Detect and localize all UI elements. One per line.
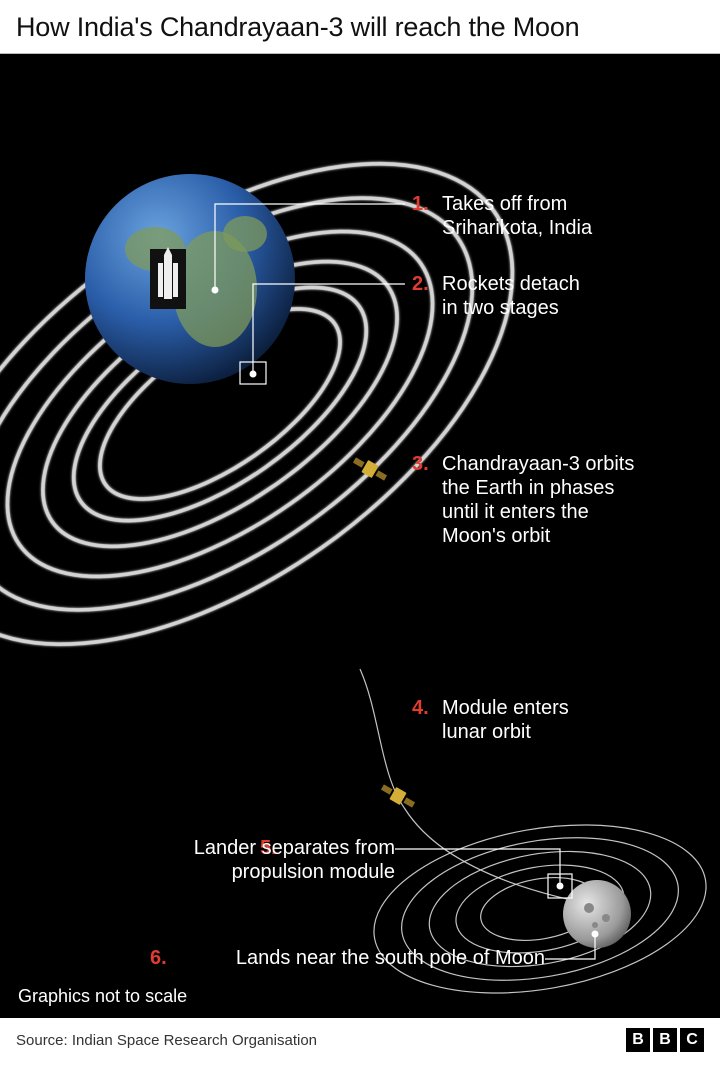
svg-text:Moon's orbit: Moon's orbit bbox=[442, 525, 551, 547]
title-bar: How India's Chandrayaan-3 will reach the… bbox=[0, 0, 720, 54]
bbc-logo-letter: B bbox=[626, 1028, 650, 1052]
svg-text:the Earth in phases: the Earth in phases bbox=[442, 477, 614, 499]
svg-text:Lander separates from: Lander separates from bbox=[194, 837, 395, 859]
svg-text:6.: 6. bbox=[150, 947, 167, 969]
diagram-canvas: 1. Takes off fromSriharikota, India 2. Rock… bbox=[0, 54, 720, 1018]
svg-text:Chandrayaan-3 orbits: Chandrayaan-3 orbits bbox=[442, 453, 634, 475]
svg-text:Module enters: Module enters bbox=[442, 697, 569, 719]
svg-text:Sriharikota, India: Sriharikota, India bbox=[442, 217, 593, 239]
svg-text:2.: 2. bbox=[412, 273, 429, 295]
svg-text:lunar orbit: lunar orbit bbox=[442, 721, 531, 743]
svg-text:in two stages: in two stages bbox=[442, 297, 559, 319]
spacecraft-icon bbox=[379, 781, 417, 811]
svg-text:Takes off from: Takes off from bbox=[442, 193, 567, 215]
bbc-logo-letter: C bbox=[680, 1028, 704, 1052]
bbc-logo-letter: B bbox=[653, 1028, 677, 1052]
source-text: Source: Indian Space Research Organisati… bbox=[16, 1032, 317, 1049]
svg-text:3.: 3. bbox=[412, 453, 429, 475]
footer: Source: Indian Space Research Organisati… bbox=[0, 1018, 720, 1062]
page-title: How India's Chandrayaan-3 will reach the… bbox=[16, 12, 704, 43]
scale-note: Graphics not to scale bbox=[18, 986, 187, 1006]
svg-text:Rockets detach: Rockets detach bbox=[442, 273, 580, 295]
trajectory-diagram: 1. Takes off fromSriharikota, India 2. Rock… bbox=[0, 54, 720, 1018]
moon-icon bbox=[563, 880, 631, 948]
svg-text:1.: 1. bbox=[412, 193, 429, 215]
bbc-logo: B B C bbox=[626, 1028, 704, 1052]
rocket-icon bbox=[150, 247, 186, 309]
svg-text:Lands near the south pole of M: Lands near the south pole of Moon bbox=[236, 947, 545, 969]
earth-icon bbox=[85, 174, 295, 384]
svg-text:until it enters the: until it enters the bbox=[442, 501, 589, 523]
svg-text:propulsion module: propulsion module bbox=[232, 861, 395, 883]
svg-text:4.: 4. bbox=[412, 697, 429, 719]
